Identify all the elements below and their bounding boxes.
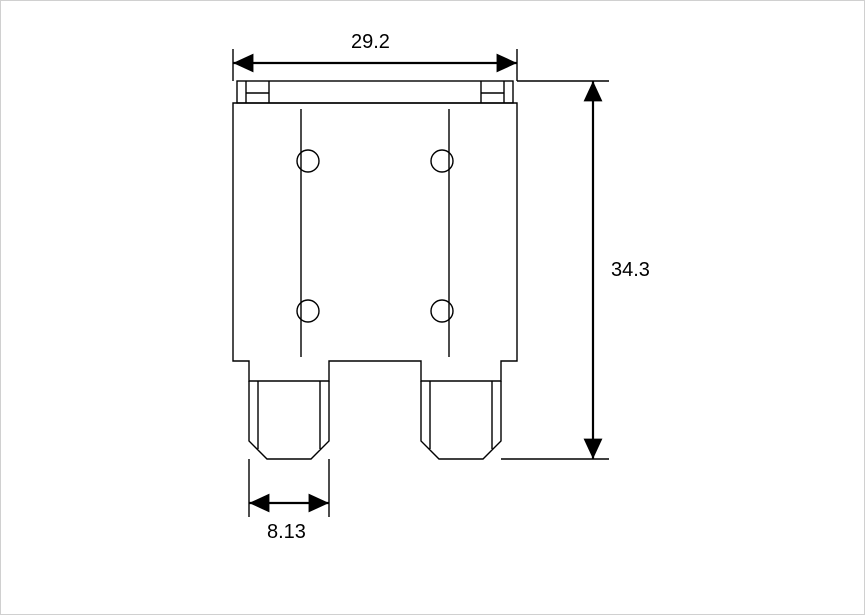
dim-height-label: 34.3 xyxy=(611,259,650,282)
drawing-canvas: 29.2 34.3 8.13 xyxy=(0,0,865,615)
dim-width-label: 29.2 xyxy=(351,31,390,54)
fuse-drawing xyxy=(1,1,865,616)
dim-blade-width-label: 8.13 xyxy=(267,521,306,544)
